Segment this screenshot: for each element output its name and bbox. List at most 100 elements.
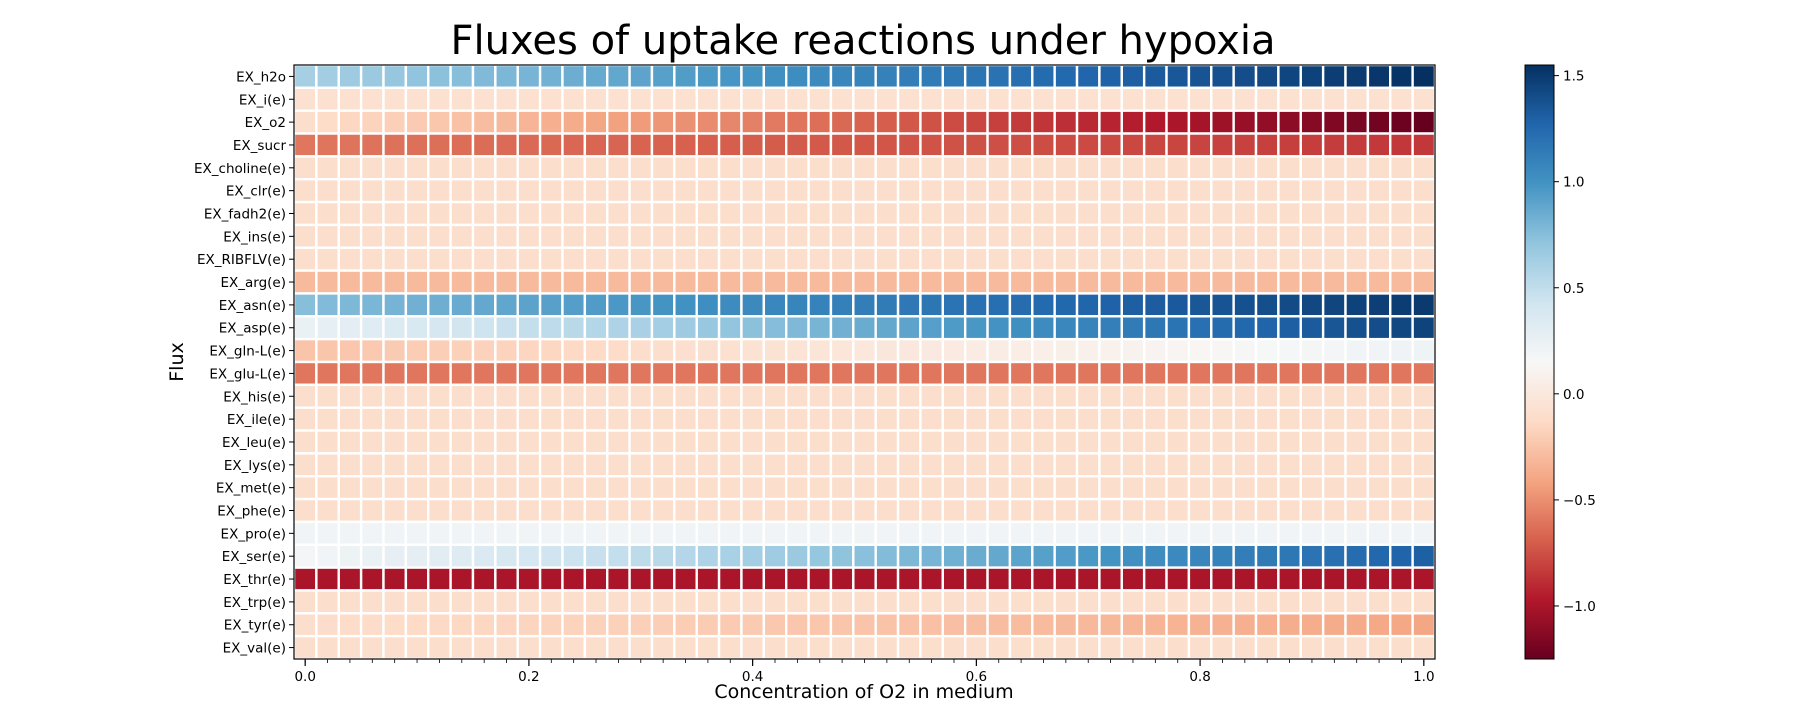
heatmap-cell	[1210, 132, 1235, 158]
heatmap-cell	[740, 612, 766, 638]
heatmap-cell	[695, 337, 721, 364]
heatmap-cell	[404, 269, 430, 295]
heatmap-cell	[404, 612, 430, 638]
heatmap-cell	[695, 497, 721, 524]
heatmap-cell	[1053, 612, 1079, 638]
heatmap-cell	[1389, 200, 1414, 227]
heatmap-cell	[650, 383, 676, 409]
heatmap-cell	[538, 178, 564, 204]
heatmap-cell	[1165, 86, 1191, 112]
heatmap-cell	[1142, 63, 1168, 90]
heatmap-cell	[292, 383, 318, 409]
heatmap-cell	[471, 86, 497, 112]
heatmap-cell	[1277, 200, 1302, 227]
heatmap-cell	[1277, 86, 1302, 112]
heatmap-cell	[494, 589, 519, 615]
heatmap-cell	[673, 497, 698, 524]
heatmap-cell	[762, 223, 788, 249]
heatmap-cell	[382, 246, 408, 272]
heatmap-cell	[1098, 292, 1123, 318]
heatmap-cell	[740, 132, 766, 158]
heatmap-cell	[650, 543, 676, 569]
y-tick-label: EX_thr(e)	[223, 572, 286, 588]
heatmap-cell	[404, 429, 430, 455]
heatmap-cell	[1120, 200, 1146, 227]
heatmap-cell	[1366, 497, 1392, 524]
heatmap-cell	[986, 589, 1012, 615]
heatmap-cell	[1344, 520, 1370, 546]
heatmap-cell	[427, 63, 452, 90]
colorbar-tick-label: 0.5	[1563, 281, 1584, 297]
heatmap-cell	[292, 452, 318, 478]
heatmap-cell	[583, 132, 609, 158]
heatmap-cell	[695, 360, 721, 387]
heatmap-cell	[1277, 155, 1302, 181]
heatmap-cell	[538, 63, 564, 90]
heatmap-cell	[538, 612, 564, 638]
heatmap-cell	[1321, 337, 1347, 364]
heatmap-cell	[1277, 589, 1302, 615]
heatmap-cell	[1232, 520, 1258, 546]
heatmap-cell	[1075, 566, 1101, 592]
heatmap-cell	[1187, 406, 1213, 432]
heatmap-cell	[717, 246, 743, 272]
heatmap-cell	[963, 63, 989, 90]
heatmap-cell	[1187, 634, 1213, 661]
heatmap-cell	[1187, 63, 1213, 90]
heatmap-cell	[337, 612, 363, 638]
heatmap-cell	[1008, 497, 1034, 524]
heatmap-cell	[1344, 200, 1370, 227]
heatmap-cell	[628, 383, 654, 409]
heatmap-cell	[941, 63, 967, 90]
heatmap-cell	[359, 200, 385, 227]
heatmap-cell	[606, 178, 631, 204]
heatmap-cell	[1254, 223, 1280, 249]
heatmap-cell	[1142, 566, 1168, 592]
heatmap-cell	[427, 475, 452, 501]
heatmap-cell	[1031, 475, 1056, 501]
heatmap-cell	[1142, 429, 1168, 455]
heatmap-cell	[919, 223, 945, 249]
heatmap-cell	[1411, 292, 1437, 318]
heatmap-cell	[963, 543, 989, 569]
heatmap-cell	[1344, 132, 1370, 158]
heatmap-cell	[874, 452, 900, 478]
heatmap-cell	[494, 178, 519, 204]
heatmap-cell	[650, 178, 676, 204]
heatmap-cell	[1210, 223, 1235, 249]
heatmap-cell	[650, 223, 676, 249]
heatmap-cell	[382, 566, 408, 592]
heatmap-cell	[807, 246, 833, 272]
y-tick-label: EX_lys(e)	[224, 458, 286, 474]
heatmap-cell	[359, 63, 385, 90]
heatmap-cell	[628, 634, 654, 661]
heatmap-cell	[606, 155, 631, 181]
heatmap-cell	[1053, 200, 1079, 227]
heatmap-cell	[538, 566, 564, 592]
heatmap-cell	[359, 246, 385, 272]
heatmap-cell	[1053, 566, 1079, 592]
heatmap-cell	[762, 543, 788, 569]
heatmap-cell	[829, 315, 855, 341]
heatmap-cell	[829, 292, 855, 318]
heatmap-cell	[829, 86, 855, 112]
heatmap-cell	[337, 132, 363, 158]
heatmap-cell	[628, 612, 654, 638]
heatmap-cell	[919, 200, 945, 227]
heatmap-cell	[628, 589, 654, 615]
heatmap-cell	[1098, 634, 1123, 661]
heatmap-cell	[784, 566, 810, 592]
heatmap-cell	[404, 109, 430, 135]
heatmap-cell	[695, 543, 721, 569]
heatmap-cell	[1098, 86, 1123, 112]
heatmap-cell	[1254, 155, 1280, 181]
heatmap-cell	[292, 178, 318, 204]
heatmap-cell	[1210, 452, 1235, 478]
y-tick-label: EX_o2	[245, 115, 286, 131]
heatmap-cell	[941, 634, 967, 661]
heatmap-cell	[829, 109, 855, 135]
heatmap-cell	[494, 429, 519, 455]
heatmap-cell	[874, 269, 900, 295]
heatmap-cell	[1254, 315, 1280, 341]
heatmap-cell	[762, 109, 788, 135]
